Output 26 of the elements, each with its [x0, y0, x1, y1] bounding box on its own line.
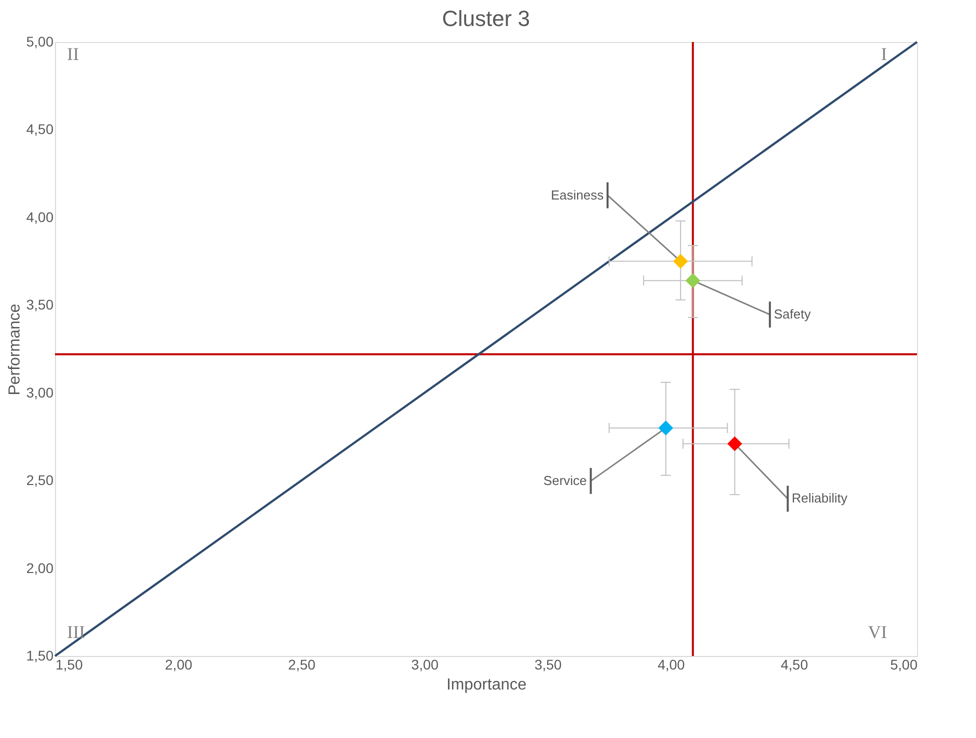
x-tick-label: 1,50 — [56, 656, 83, 672]
x-tick-label: 3,00 — [411, 656, 439, 672]
text: Safety — [774, 306, 812, 322]
x-tick-label: 3,50 — [534, 656, 562, 672]
text: Reliability — [792, 490, 848, 506]
y-tick-label: 4,50 — [26, 121, 54, 138]
x-tick-label: 2,00 — [165, 656, 192, 672]
x-tick-label: 4,50 — [780, 656, 808, 672]
y-tick-label: 5,00 — [26, 34, 54, 50]
x-tick-label: 2,50 — [288, 656, 316, 672]
y-tick-label: 2,50 — [26, 472, 54, 488]
annotation: III — [67, 622, 85, 642]
x-tick-label: 5,00 — [890, 656, 918, 672]
chart-title: Cluster 3 — [442, 6, 530, 31]
annotation: II — [67, 44, 79, 64]
x-axis-title: Importance — [446, 676, 527, 694]
y-axis-title: Performance — [6, 304, 24, 396]
text: Easiness — [550, 187, 604, 202]
text: Service — [543, 472, 587, 488]
annotation: I — [881, 44, 887, 64]
y-tick-label: 4,00 — [26, 208, 54, 225]
y-tick-label: 3,50 — [26, 296, 54, 313]
y-tick-label: 3,00 — [26, 384, 54, 400]
annotation: VI — [868, 622, 887, 642]
x-tick-label: 4,00 — [658, 656, 686, 672]
y-tick-label: 2,00 — [26, 560, 54, 576]
